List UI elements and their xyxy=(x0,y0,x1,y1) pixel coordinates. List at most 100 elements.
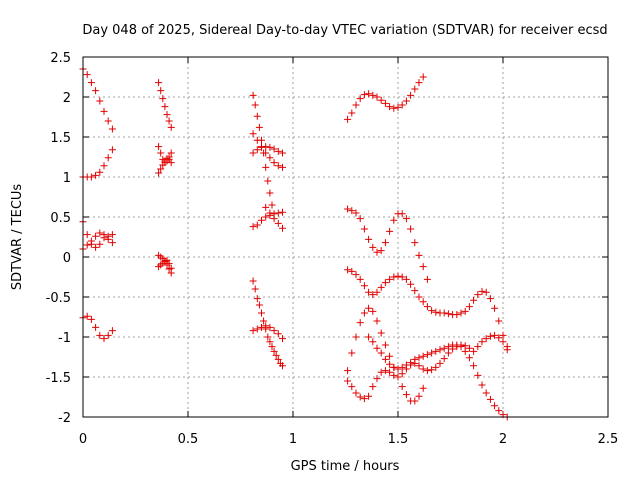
y-tick-label: 1 xyxy=(63,171,71,186)
data-point xyxy=(428,366,436,374)
data-point xyxy=(279,362,286,370)
data-point xyxy=(253,136,261,144)
data-point xyxy=(486,395,494,403)
data-point xyxy=(465,354,473,362)
data-point xyxy=(419,73,427,81)
data-point xyxy=(465,344,473,352)
data-point xyxy=(157,149,165,157)
data-point xyxy=(270,215,278,223)
data-point xyxy=(264,177,272,185)
data-point xyxy=(270,145,278,153)
data-point xyxy=(381,279,389,287)
data-point xyxy=(415,354,423,362)
data-point xyxy=(474,291,482,299)
data-point xyxy=(344,115,352,123)
data-point xyxy=(377,247,385,255)
data-point xyxy=(482,288,490,296)
data-point xyxy=(108,239,116,247)
data-point xyxy=(104,117,112,125)
series-arc-5 xyxy=(79,312,116,343)
data-point xyxy=(274,330,282,338)
data-point xyxy=(348,207,356,215)
data-point xyxy=(386,368,394,376)
data-point xyxy=(272,351,280,359)
data-point xyxy=(457,343,465,351)
data-point xyxy=(428,307,436,315)
data-point xyxy=(155,143,163,151)
data-point xyxy=(461,347,469,355)
data-point xyxy=(411,287,419,295)
data-point xyxy=(411,355,419,363)
data-point xyxy=(159,161,167,169)
data-point xyxy=(390,104,398,112)
data-point xyxy=(377,368,385,376)
data-point xyxy=(274,209,282,217)
data-point xyxy=(491,402,499,410)
data-point xyxy=(453,311,461,319)
data-point xyxy=(167,123,175,131)
data-point xyxy=(360,282,368,290)
data-point xyxy=(373,288,381,296)
data-point xyxy=(386,103,394,111)
data-point xyxy=(373,93,381,101)
data-point xyxy=(365,235,373,243)
data-point xyxy=(352,209,360,217)
data-point xyxy=(274,162,282,170)
data-point xyxy=(356,319,364,327)
series-arc-22 xyxy=(344,331,511,403)
data-point xyxy=(264,333,272,341)
data-point xyxy=(167,264,175,272)
data-point xyxy=(369,91,377,99)
data-point xyxy=(398,273,406,281)
data-point xyxy=(274,219,282,227)
data-point xyxy=(87,79,95,87)
data-point xyxy=(262,143,270,151)
data-point xyxy=(499,331,507,339)
data-point xyxy=(369,383,377,391)
data-point xyxy=(369,243,377,251)
y-tick-label: -0.5 xyxy=(46,291,71,306)
data-point xyxy=(352,333,360,341)
data-point xyxy=(167,149,175,157)
data-point xyxy=(253,112,261,120)
data-point xyxy=(491,304,499,312)
data-point xyxy=(266,209,274,217)
data-point xyxy=(360,91,368,99)
data-point xyxy=(470,362,478,370)
data-point xyxy=(394,373,402,381)
data-point xyxy=(268,343,276,351)
series-arc-16 xyxy=(249,277,286,370)
data-point xyxy=(365,90,373,98)
data-point xyxy=(407,359,415,367)
data-point xyxy=(279,335,286,343)
x-tick-label: 1.5 xyxy=(388,432,409,447)
data-point xyxy=(478,381,486,389)
data-point xyxy=(360,309,368,317)
data-point xyxy=(402,391,410,399)
data-point xyxy=(253,221,261,229)
data-point xyxy=(255,301,263,309)
data-point xyxy=(159,95,167,103)
y-tick-label: 1.5 xyxy=(50,131,71,146)
data-point xyxy=(440,309,448,317)
data-point xyxy=(373,344,381,352)
data-point xyxy=(268,201,276,209)
x-tick-label: 2 xyxy=(499,432,507,447)
series-arc-23 xyxy=(365,333,511,421)
data-point xyxy=(419,298,427,306)
data-point xyxy=(423,275,431,283)
data-point xyxy=(436,346,444,354)
data-point xyxy=(155,169,163,177)
data-point xyxy=(440,344,448,352)
data-point xyxy=(419,384,427,392)
series-arc-4 xyxy=(79,229,116,253)
data-point xyxy=(100,231,108,239)
data-point xyxy=(279,149,286,157)
data-point xyxy=(415,392,423,400)
data-point xyxy=(100,107,108,115)
series-arc-19 xyxy=(344,205,431,283)
data-point xyxy=(486,332,494,340)
data-point xyxy=(402,215,410,223)
plot-frame xyxy=(82,56,609,418)
